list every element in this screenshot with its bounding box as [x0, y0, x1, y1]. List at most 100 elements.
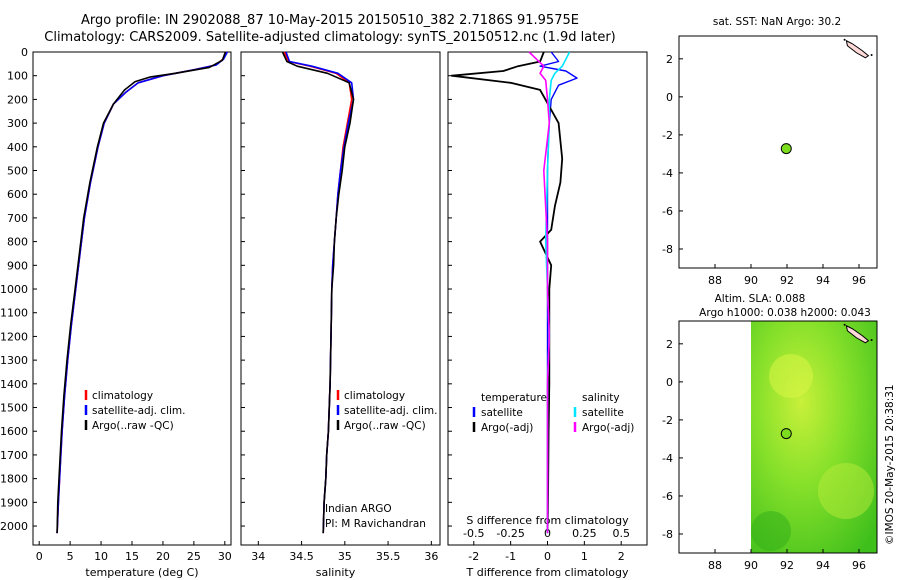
x-tick-label: 94 — [816, 559, 830, 572]
y-tick-label: 300 — [7, 117, 28, 130]
y-tick-label: 900 — [7, 259, 28, 272]
x-tick-label-temperature: -1 — [505, 550, 516, 563]
imos-timestamp: ©IMOS 20-May-2015 20:38:31 — [884, 384, 896, 545]
y-tick-label: 700 — [7, 212, 28, 225]
y-tick-label: 2000 — [0, 520, 28, 533]
y-tick-label: 0 — [21, 46, 28, 59]
legend-entry: satellite — [582, 407, 624, 419]
y-tick-label: 1600 — [0, 425, 28, 438]
legend-entry: climatology — [92, 390, 153, 402]
x-tick-label: 90 — [744, 559, 758, 572]
y-tick-label: 1900 — [0, 496, 28, 509]
x-tick-label: 0 — [36, 550, 43, 563]
x-tick-label-salinity: 0.5 — [612, 527, 630, 540]
x-tick-label-salinity: 0.25 — [572, 527, 597, 540]
island-shape — [845, 39, 870, 59]
temperature-axes-frame — [32, 51, 232, 546]
x-tick-label: 10 — [94, 550, 108, 563]
island-dot — [843, 323, 846, 326]
satellite-line — [56, 51, 229, 534]
island-dot — [870, 54, 873, 57]
y-tick-label: 1500 — [0, 402, 28, 415]
y-tick-label: -8 — [662, 528, 673, 541]
y-tick-label: 400 — [7, 141, 28, 154]
y-tick-label: -2 — [662, 129, 673, 142]
y-tick-label: -4 — [662, 452, 673, 465]
x-tick-label: 34 — [251, 550, 265, 563]
x-tick-label-temperature: 0 — [544, 550, 551, 563]
y-tick-label: 100 — [7, 70, 28, 83]
y-tick-label: 500 — [7, 165, 28, 178]
legend-entry: climatology — [344, 390, 405, 402]
y-tick-label: -6 — [662, 205, 673, 218]
salinity-axes-frame — [240, 51, 441, 546]
y-tick-label: -8 — [662, 243, 673, 256]
x-tick-label-salinity: -0.25 — [496, 527, 524, 540]
salinity-argo-diff-line — [528, 51, 551, 534]
x-tick-label: 92 — [780, 559, 794, 572]
sla-map-title-line2: Argo h1000: 0.038 h2000: 0.043 — [699, 307, 871, 319]
x-tick-label: 88 — [708, 274, 722, 287]
x-tick-label-temperature: -2 — [468, 550, 479, 563]
sla-heatmap-blob — [769, 354, 813, 398]
temperature-diff-axis-label: T difference from climatology — [466, 566, 629, 579]
x-tick-label: 25 — [187, 550, 201, 563]
x-tick-label: 35 — [338, 550, 352, 563]
x-tick-label: 88 — [708, 559, 722, 572]
x-tick-label-salinity: -0.5 — [463, 527, 484, 540]
x-tick-label-temperature: 1 — [581, 550, 588, 563]
y-tick-label: -6 — [662, 490, 673, 503]
sla-heatmap-blob — [751, 511, 791, 551]
legend-entry: Argo(..raw -QC) — [344, 420, 426, 432]
x-tick-label: 35.5 — [376, 550, 401, 563]
legend-title-temperature: temperature — [481, 392, 547, 404]
y-tick-label: 600 — [7, 188, 28, 201]
x-tick-label: 36 — [424, 550, 438, 563]
y-tick-label: 1300 — [0, 354, 28, 367]
sst-map-axes-frame — [678, 35, 878, 269]
island-dot — [843, 38, 846, 41]
salinity-x-axis-label: salinity — [316, 566, 356, 579]
legend-title-salinity: salinity — [582, 392, 620, 404]
x-tick-label-temperature: 2 — [618, 550, 625, 563]
y-tick-label: 800 — [7, 236, 28, 249]
y-tick-label: -4 — [662, 167, 673, 180]
x-tick-label: 96 — [852, 274, 866, 287]
island-dot — [870, 339, 873, 342]
y-tick-label: 1400 — [0, 378, 28, 391]
y-tick-label: 2 — [666, 53, 673, 66]
y-tick-label: 2 — [666, 338, 673, 351]
temperature-x-axis-label: temperature (deg C) — [85, 566, 198, 579]
sla-map-axes-frame — [678, 320, 878, 554]
legend-entry: satellite-adj. clim. — [92, 405, 185, 417]
temperature-argo-diff-line — [450, 51, 564, 534]
legend-entry: satellite — [481, 407, 523, 419]
x-tick-label: 92 — [780, 274, 794, 287]
climatology-line — [283, 51, 353, 534]
y-tick-label: 1700 — [0, 449, 28, 462]
sla-map-title-line1: Altim. SLA: 0.088 — [715, 293, 806, 305]
x-tick-label: 96 — [852, 559, 866, 572]
satellite-line — [285, 51, 355, 534]
y-tick-label: 1000 — [0, 283, 28, 296]
y-tick-label: 1800 — [0, 473, 28, 486]
x-tick-label: 5 — [67, 550, 74, 563]
argo-line — [281, 51, 355, 534]
legend-entry: Argo(-adj) — [582, 422, 634, 434]
y-tick-label: 0 — [666, 91, 673, 104]
x-tick-label: 90 — [744, 274, 758, 287]
legend-entry: Argo(..raw -QC) — [92, 420, 174, 432]
sst-map-title: sat. SST: NaN Argo: 30.2 — [713, 16, 841, 28]
plot-title-line1: Argo profile: IN 2902088_87 10-May-2015 … — [81, 13, 579, 28]
annotation-program: Indian ARGO — [325, 503, 392, 515]
legend-entry: Argo(-adj) — [481, 422, 533, 434]
y-tick-label: 1200 — [0, 330, 28, 343]
island-shape — [845, 324, 870, 344]
argo-float-position-marker — [780, 428, 792, 440]
y-tick-label: 200 — [7, 93, 28, 106]
climatology-line — [56, 51, 227, 534]
x-tick-label-salinity: 0 — [544, 527, 551, 540]
y-tick-label: 0 — [666, 376, 673, 389]
x-tick-label: 15 — [125, 550, 139, 563]
